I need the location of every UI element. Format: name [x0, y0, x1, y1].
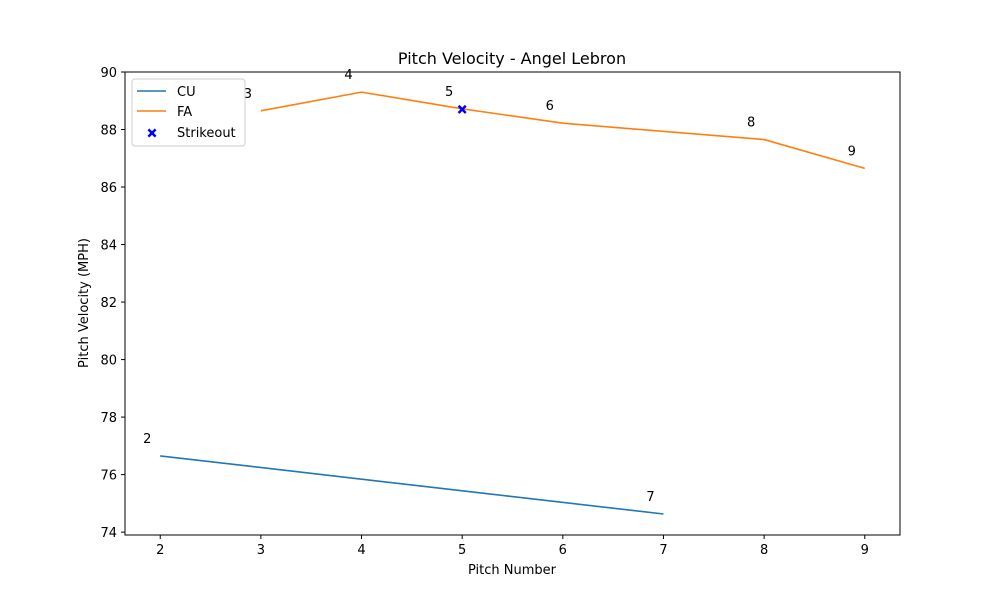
point-label: 9	[848, 144, 856, 159]
y-tick-label: 88	[100, 124, 117, 139]
point-label: 3	[244, 87, 252, 102]
x-tick-label: 9	[861, 543, 869, 558]
x-tick-label: 5	[458, 543, 466, 558]
x-tick-label: 4	[357, 543, 365, 558]
point-label: 5	[445, 85, 453, 100]
x-tick-label: 6	[559, 543, 567, 558]
x-tick-label: 7	[659, 543, 667, 558]
point-label: 6	[546, 99, 554, 114]
legend-label-strikeout: Strikeout	[177, 126, 236, 141]
marker-layer	[457, 104, 467, 114]
legend-label-cu: CU	[177, 85, 196, 100]
plot-frame	[124, 71, 901, 536]
legend: CU FA Strikeout	[131, 78, 246, 147]
y-tick-label: 76	[100, 469, 117, 484]
x-tick-label: 8	[760, 543, 768, 558]
point-label: 2	[143, 432, 151, 447]
y-tick-label: 80	[100, 354, 117, 369]
chart-title: Pitch Velocity - Angel Lebron	[398, 49, 626, 68]
y-tick-label: 82	[100, 296, 117, 311]
y-tick-label: 86	[100, 181, 117, 196]
legend-label-fa: FA	[177, 105, 192, 120]
legend-frame	[131, 78, 246, 147]
x-tick-label: 2	[156, 543, 164, 558]
y-tick-label: 78	[100, 411, 117, 426]
y-axis-label: Pitch Velocity (MPH)	[77, 238, 92, 368]
point-label: 8	[747, 116, 755, 131]
series-line-cu	[160, 455, 664, 515]
point-label-layer: 2 3 4 5 6 7 8 9	[143, 68, 856, 505]
y-tick-label: 74	[100, 526, 117, 541]
series-layer	[160, 91, 865, 515]
point-label: 7	[646, 490, 654, 505]
x-tick-label: 3	[257, 543, 265, 558]
legend-swatch-strikeout	[147, 128, 157, 138]
strikeout-marker	[457, 104, 467, 114]
series-line-fa	[260, 91, 865, 170]
x-axis-label: Pitch Number	[468, 563, 557, 578]
point-label: 4	[344, 68, 352, 83]
y-tick-label: 90	[100, 66, 117, 81]
y-tick-label: 84	[100, 239, 117, 254]
